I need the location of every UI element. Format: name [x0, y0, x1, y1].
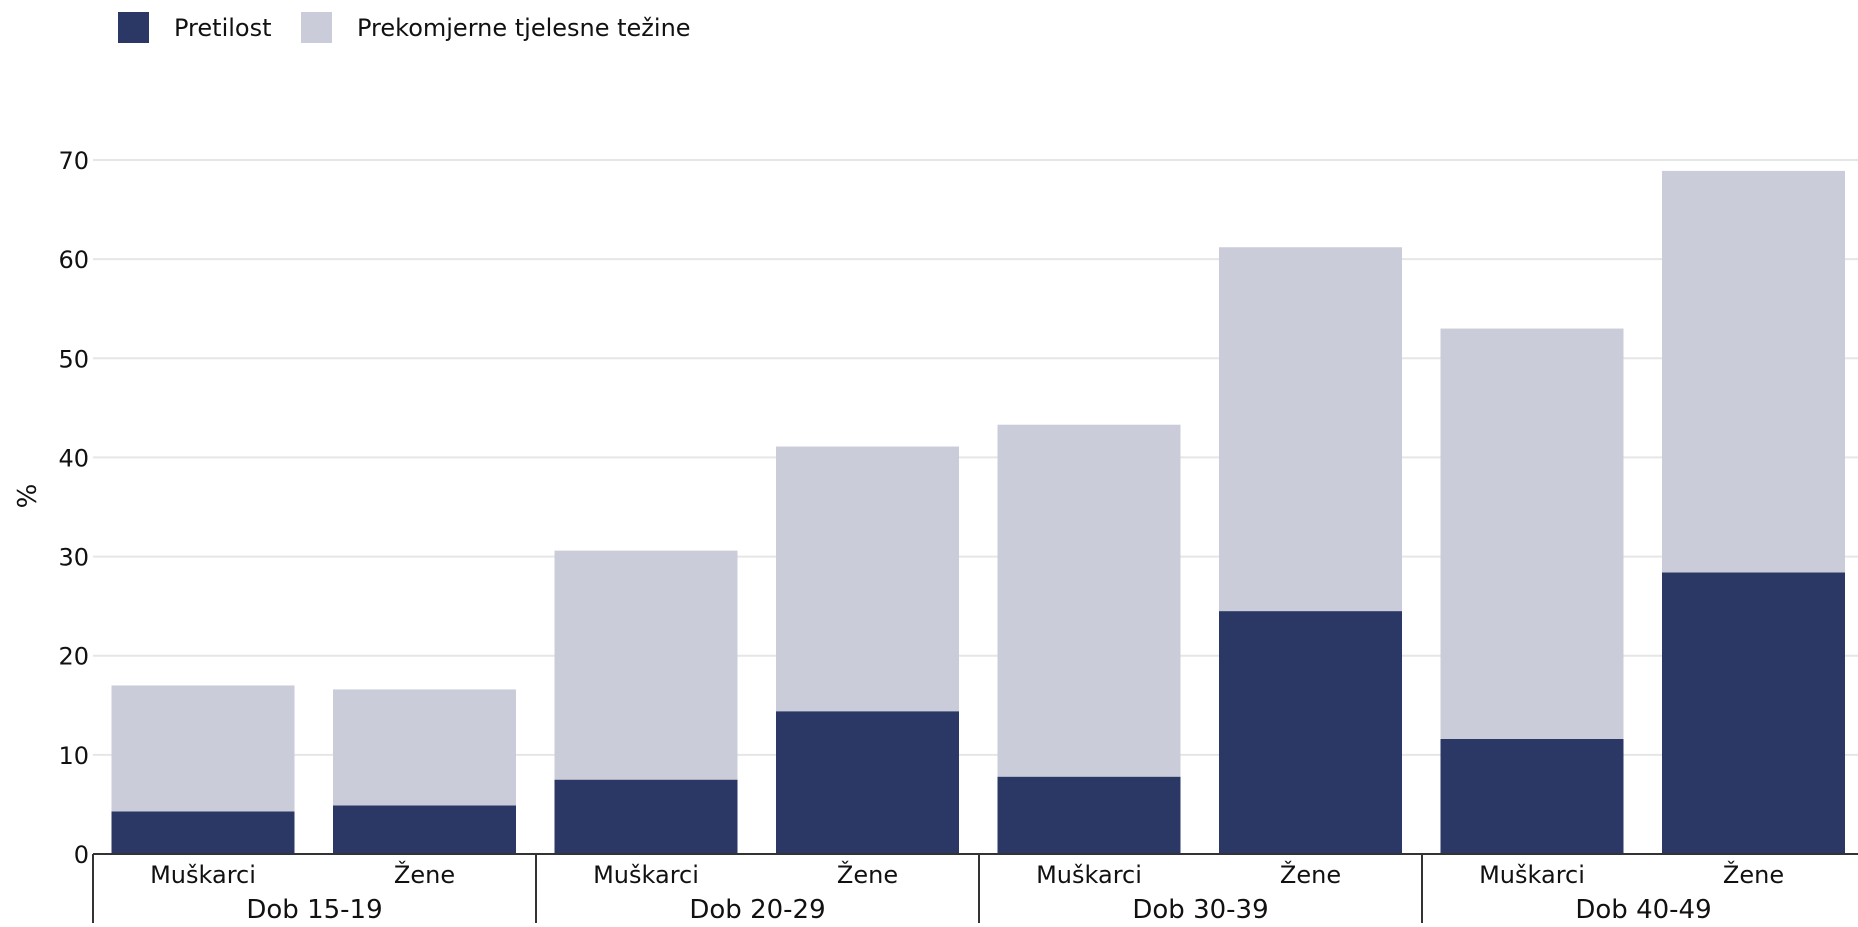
- y-axis-label: %: [13, 484, 43, 509]
- x-tick-label: Žene: [1723, 860, 1784, 889]
- group-label: Dob 30-39: [1132, 895, 1268, 923]
- legend-item[interactable]: Pretilost: [118, 12, 272, 43]
- legend-label: Pretilost: [174, 14, 272, 42]
- bar-segment[interactable]: [333, 805, 516, 854]
- legend-swatch: [301, 12, 332, 43]
- x-tick-label: Žene: [1280, 860, 1341, 889]
- y-tick-label: 50: [58, 345, 89, 373]
- legend-label: Prekomjerne tjelesne težine: [357, 14, 691, 42]
- bar-segment[interactable]: [554, 550, 738, 780]
- x-tick-label: Žene: [394, 860, 455, 889]
- y-tick-label: 40: [58, 444, 89, 472]
- x-tick-label: Muškarci: [1479, 861, 1585, 889]
- bar-segment[interactable]: [1440, 738, 1624, 854]
- bar-segment[interactable]: [997, 776, 1181, 854]
- y-tick-label: 20: [58, 643, 89, 671]
- group-label: Dob 40-49: [1575, 895, 1711, 923]
- bar-segment[interactable]: [1662, 170, 1845, 573]
- x-tick-label: Muškarci: [593, 861, 699, 889]
- x-axis: Muškarci Žene Muškarci Žene Muškarci Žene Mušk…: [92, 853, 1858, 925]
- y-tick-label: 30: [58, 544, 89, 572]
- bar-segment[interactable]: [1219, 247, 1402, 612]
- bar-segment[interactable]: [997, 424, 1181, 777]
- bar-segment[interactable]: [1440, 328, 1624, 739]
- group-label: Dob 20-29: [689, 895, 825, 923]
- bar-segment[interactable]: [333, 689, 516, 806]
- y-tick-label: 0: [74, 841, 89, 869]
- bars: [111, 170, 1845, 854]
- bar-segment[interactable]: [1662, 572, 1845, 854]
- x-tick-label: Žene: [837, 860, 898, 889]
- group-label: Dob 15-19: [246, 895, 382, 923]
- y-tick-label: 70: [58, 147, 89, 175]
- gridlines: [93, 159, 1858, 756]
- bar-segment[interactable]: [111, 811, 295, 854]
- x-tick-label: Muškarci: [150, 861, 256, 889]
- bar-segment[interactable]: [111, 685, 295, 812]
- legend-item[interactable]: Prekomjerne tjelesne težine: [301, 12, 691, 43]
- x-tick-label: Muškarci: [1036, 861, 1142, 889]
- bar-segment[interactable]: [554, 779, 738, 854]
- y-axis: 0 10 20 30 40 50 60 70: [58, 147, 89, 869]
- bar-segment[interactable]: [776, 711, 959, 854]
- bar-segment[interactable]: [1219, 611, 1402, 854]
- legend-swatch: [118, 12, 149, 43]
- y-tick-label: 60: [58, 246, 89, 274]
- y-tick-label: 10: [58, 742, 89, 770]
- legend: Pretilost Prekomjerne tjelesne težine: [118, 12, 691, 43]
- bar-segment[interactable]: [776, 446, 959, 712]
